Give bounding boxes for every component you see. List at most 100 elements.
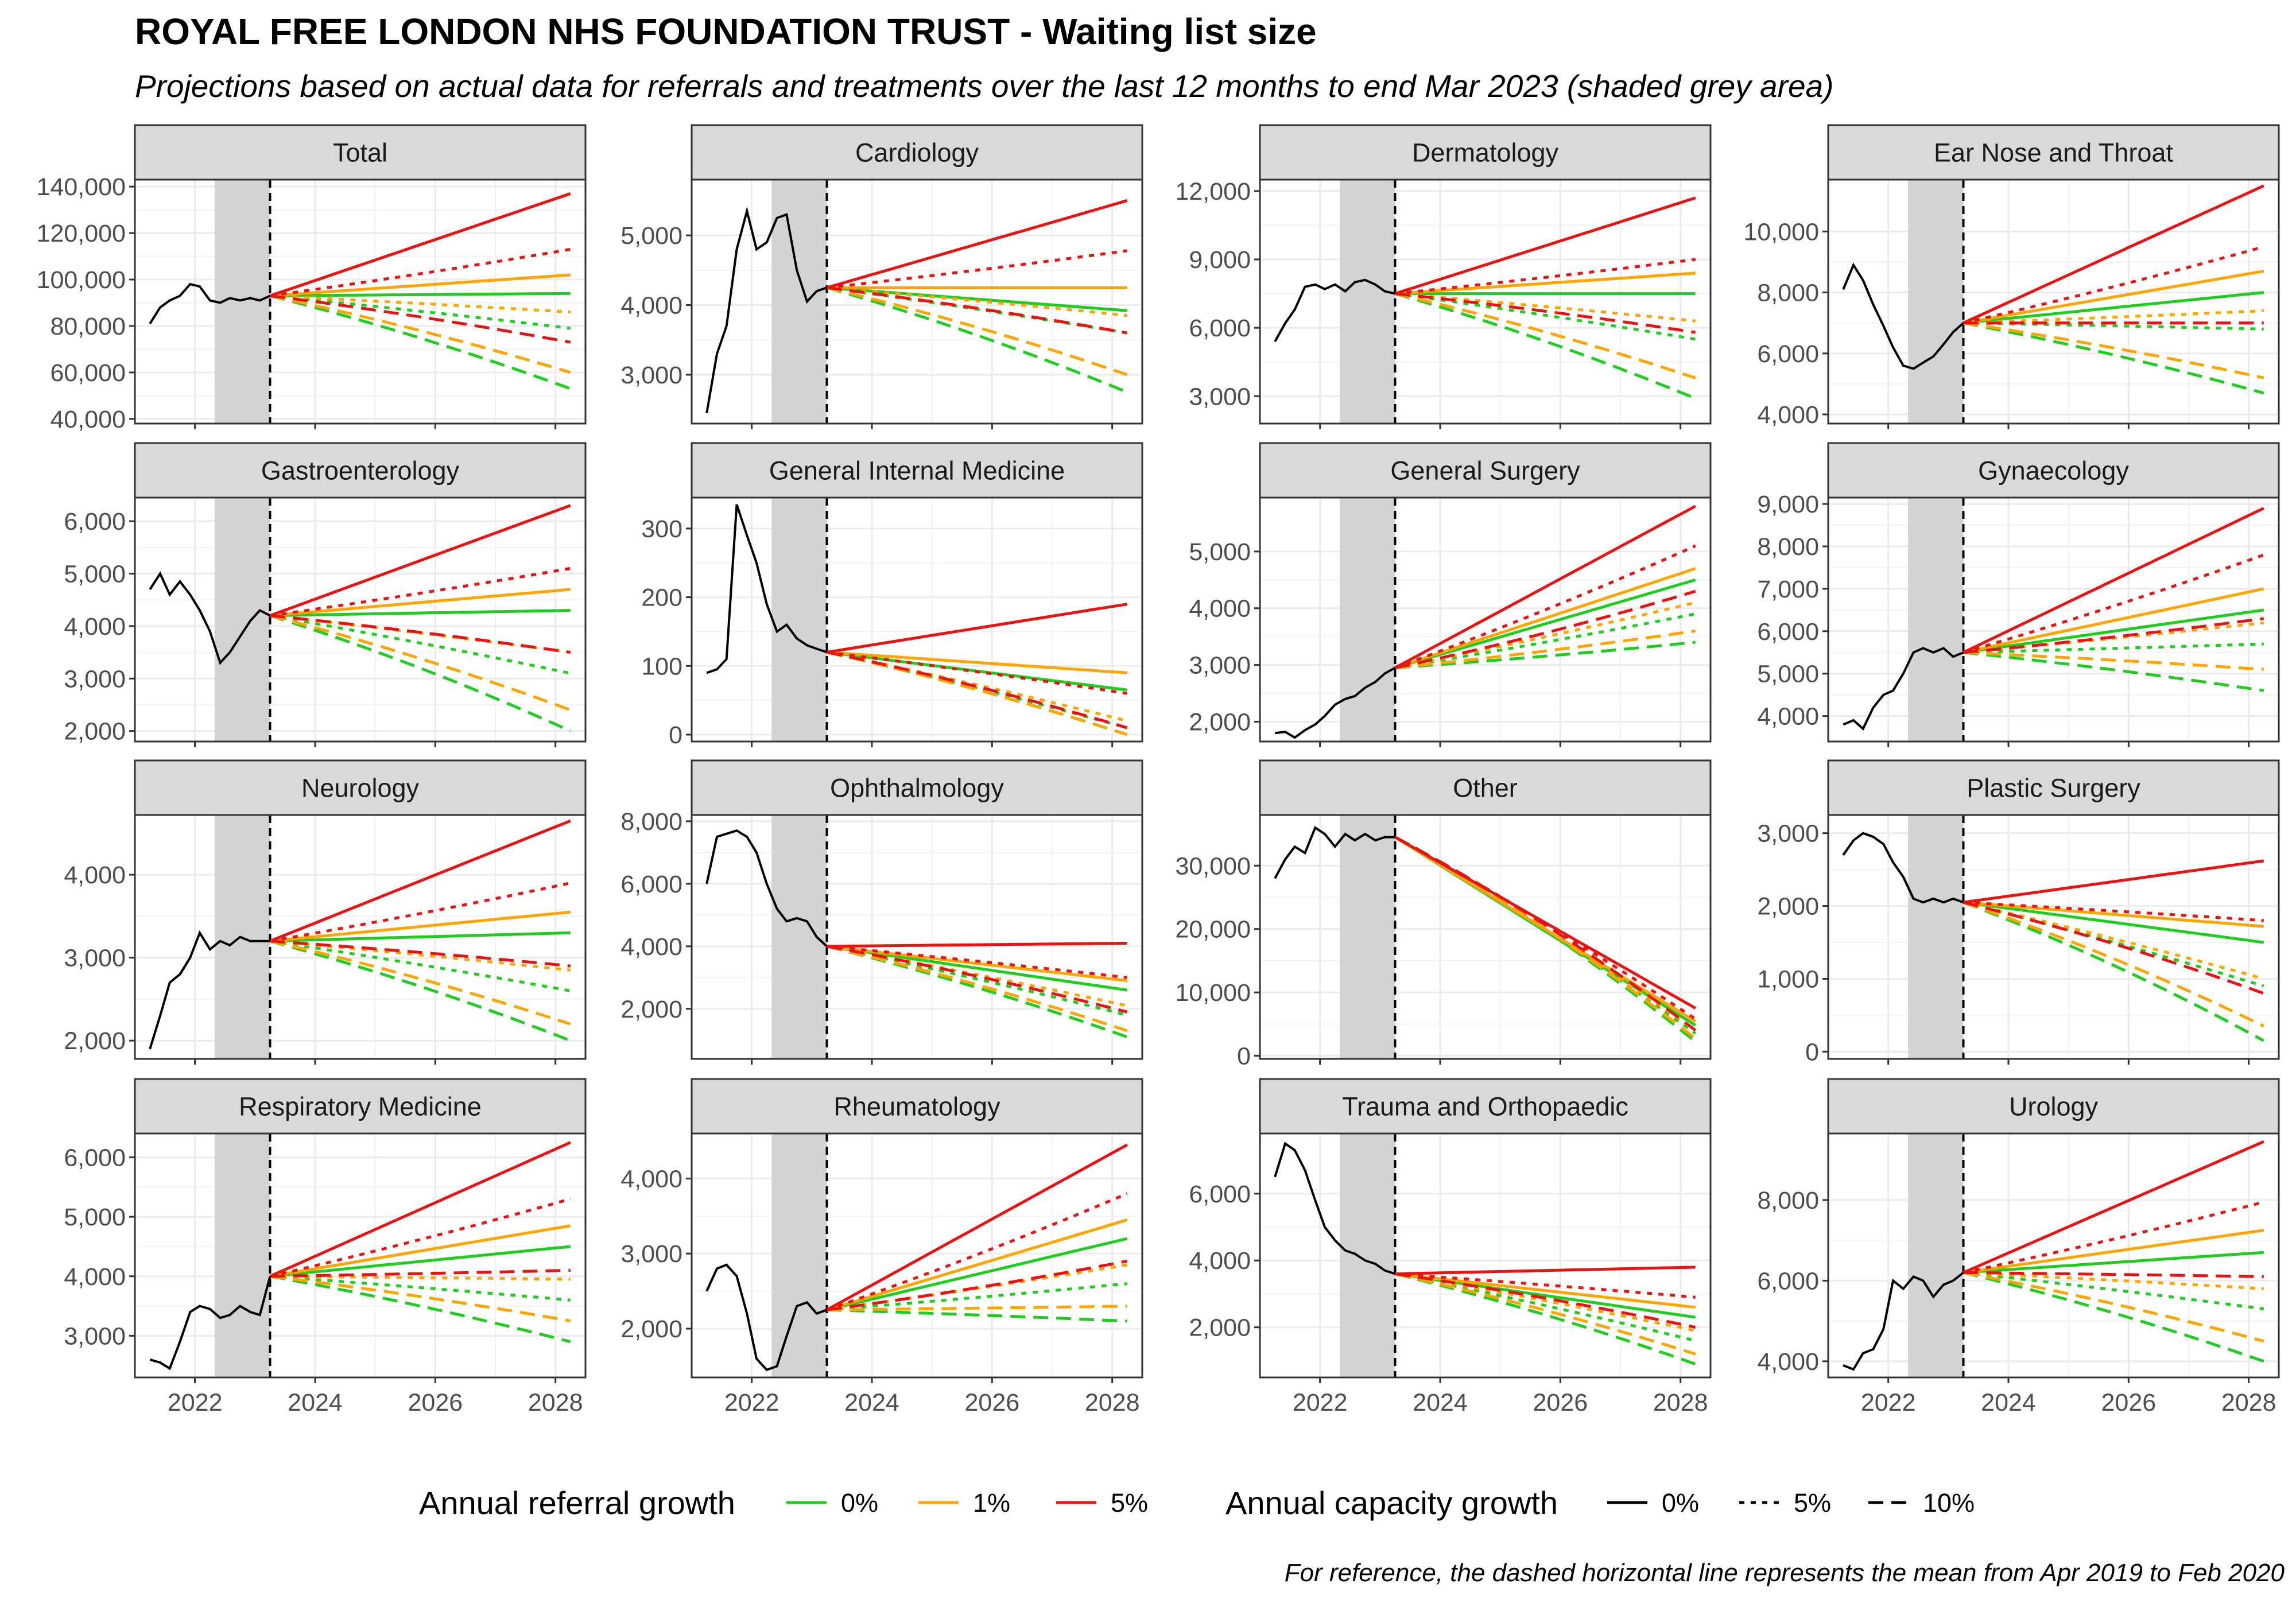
shaded-period: [771, 1134, 827, 1377]
y-tick-label: 5,000: [64, 561, 126, 588]
strip-background: [1827, 124, 2280, 181]
projection-line-referral-0pct-capacity-5pct: [270, 614, 571, 675]
y-tick-label: 30,000: [1175, 852, 1251, 880]
panel-background: [692, 1134, 1142, 1377]
strip-background: [134, 1078, 587, 1135]
projection-line-referral-5pct-capacity-5pct: [1963, 1200, 2264, 1274]
y-tick-label: 9,000: [1757, 491, 1819, 518]
projection-line-referral-5pct-capacity-5pct: [827, 650, 1128, 695]
projection-line-referral-5pct-capacity-10pct: [1963, 1271, 2264, 1278]
projection-line-referral-0pct-capacity-10pct: [1395, 641, 1696, 669]
panel-gastroenterology: Gastroenterology 2,000 3,000 4,000 5,000 6,00…: [64, 442, 587, 747]
y-tick-label: 4,000: [1757, 1348, 1819, 1376]
strip-label: Ear Nose and Throat: [1934, 138, 2173, 168]
y-tick-label: 3,000: [1189, 652, 1251, 680]
x-tick-label: 2028: [1085, 1389, 1140, 1416]
y-tick-label: 8,000: [1757, 1187, 1819, 1214]
y-tick-label: 40,000: [50, 406, 126, 433]
y-tick-label: 4,000: [64, 861, 126, 889]
projection-line-referral-1pct-capacity-10pct: [1963, 1271, 2264, 1343]
projection-line-referral-5pct-capacity-10pct: [1395, 292, 1696, 334]
shaded-period: [215, 498, 270, 742]
x-tick-label: 2026: [408, 1389, 463, 1416]
projection-line-referral-1pct-capacity-5pct: [270, 294, 571, 314]
strip-background: [691, 124, 1143, 181]
actual-line: [1842, 262, 1964, 370]
actual-line: [1274, 666, 1396, 739]
projection-line-referral-0pct-capacity-0pct: [1963, 291, 2264, 325]
panel-border: [691, 496, 1143, 743]
panel-border: [691, 178, 1143, 425]
strip-label: Cardiology: [855, 138, 979, 168]
strip-background: [691, 442, 1143, 499]
y-tick-label: 2,000: [64, 718, 126, 746]
projection-line-referral-0pct-capacity-10pct: [827, 1308, 1127, 1323]
projection-line-referral-0pct-capacity-0pct: [1394, 578, 1696, 669]
projection-line-referral-0pct-capacity-10pct: [1963, 900, 2264, 1042]
panel-background: [692, 180, 1142, 424]
chart-caption: For reference, the dashed horizontal lin…: [1284, 1559, 2285, 1587]
panel-background: [1260, 180, 1711, 424]
projection-line-referral-0pct-capacity-5pct: [1395, 1272, 1696, 1342]
y-tick-label: 2,000: [620, 1315, 682, 1343]
projection-line-referral-5pct-capacity-10pct: [827, 286, 1128, 335]
projection-line-referral-1pct-capacity-10pct: [826, 286, 1128, 376]
projection-line-referral-5pct-capacity-10pct: [1395, 1272, 1696, 1329]
projection-line-referral-1pct-capacity-0pct: [1395, 271, 1696, 296]
legend-label-capacity: 0%: [1662, 1488, 1699, 1517]
y-tick-label: 2,000: [64, 1027, 126, 1055]
y-tick-label: 5,000: [620, 222, 682, 250]
panel-total: Total 40,000 60,000 80,000 100,000 120,000 140…: [37, 124, 587, 433]
x-tick-label: 2028: [1653, 1389, 1708, 1416]
projection-line-referral-0pct-capacity-5pct: [1963, 642, 2264, 654]
strip-background: [1259, 1078, 1712, 1135]
projection-line-referral-5pct-capacity-10pct: [270, 294, 571, 344]
projection-line-referral-5pct-capacity-10pct: [827, 1259, 1128, 1311]
y-tick-label: 4,000: [1189, 595, 1251, 623]
shaded-period: [1908, 498, 1964, 742]
y-tick-label: 200: [641, 584, 682, 612]
x-tick-label: 2026: [964, 1389, 1019, 1416]
strip-label: General Internal Medicine: [769, 456, 1065, 486]
panel-cardiology: Cardiology 3,000 4,000 5,000: [620, 124, 1143, 429]
projection-line-referral-0pct-capacity-10pct: [826, 286, 1128, 394]
projection-line-referral-1pct-capacity-0pct: [1963, 269, 2264, 325]
y-tick-label: 6,000: [1757, 618, 1819, 646]
x-tick-label: 2028: [528, 1389, 583, 1416]
y-tick-label: 80,000: [50, 313, 126, 340]
panel-background: [692, 815, 1142, 1059]
projection-line-referral-1pct-capacity-0pct: [1963, 1229, 2264, 1274]
y-tick-label: 3,000: [1189, 383, 1251, 410]
strip-label: Gynaecology: [1978, 456, 2129, 486]
panel-border: [1259, 496, 1712, 743]
projection-line-referral-5pct-capacity-0pct: [1963, 507, 2264, 654]
panel-border: [134, 814, 587, 1060]
chart-subtitle: Projections based on actual data for ref…: [135, 68, 1834, 104]
projection-line-referral-1pct-capacity-5pct: [1963, 1271, 2264, 1290]
y-tick-label: 20,000: [1175, 916, 1251, 944]
y-tick-label: 4,000: [1189, 1247, 1251, 1275]
y-tick-label: 2,000: [1757, 893, 1819, 921]
legend-label-capacity: 5%: [1794, 1488, 1831, 1517]
panel-ophthalmology: Ophthalmology 2,000 4,000 6,000 8,000: [620, 759, 1143, 1065]
strip-label: Rheumatology: [833, 1092, 1000, 1121]
y-tick-label: 5,000: [1189, 538, 1251, 566]
y-tick-label: 4,000: [620, 933, 682, 961]
y-tick-label: 6,000: [1757, 1267, 1819, 1295]
projection-line-referral-1pct-capacity-5pct: [1963, 309, 2264, 325]
projection-line-referral-0pct-capacity-5pct: [270, 940, 571, 992]
panel-border: [1259, 814, 1712, 1060]
y-tick-label: 6,000: [1757, 340, 1819, 368]
shaded-period: [771, 815, 827, 1059]
panel-border: [1827, 178, 2280, 425]
projection-line-referral-5pct-capacity-10pct: [270, 1268, 571, 1278]
y-tick-label: 5,000: [1757, 661, 1819, 688]
projection-line-referral-1pct-capacity-10pct: [827, 1305, 1127, 1311]
y-tick-label: 120,000: [37, 220, 126, 247]
legend-label-referral: 0%: [841, 1488, 878, 1517]
y-tick-label: 3,000: [1757, 820, 1819, 848]
panel-general-internal-medicine: General Internal Medicine 0 100 200 300: [641, 442, 1143, 749]
projection-line-referral-0pct-capacity-10pct: [269, 614, 571, 732]
projection-line-referral-1pct-capacity-0pct: [270, 1224, 571, 1278]
projection-line-referral-5pct-capacity-0pct: [1963, 184, 2264, 324]
